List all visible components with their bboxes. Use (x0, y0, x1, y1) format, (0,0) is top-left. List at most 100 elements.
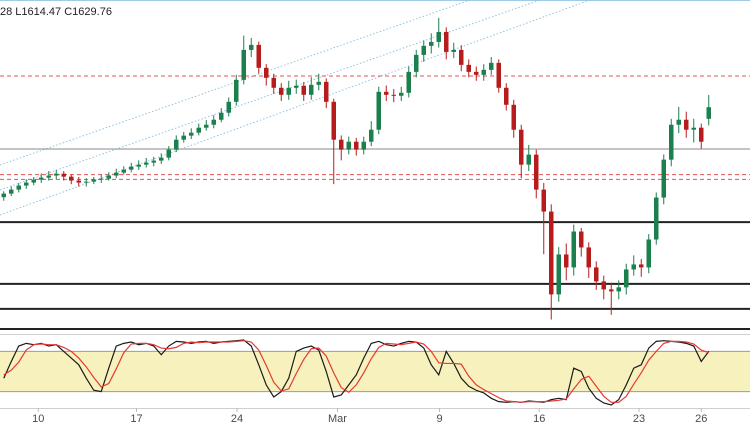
candle-body (121, 169, 126, 173)
candle-body (166, 149, 171, 158)
oscillator-band (0, 351, 750, 392)
candle-body (421, 45, 426, 55)
candle-body (324, 81, 329, 102)
candle-body (129, 166, 134, 170)
candle-body (639, 264, 644, 268)
x-tick-label: 9 (436, 413, 442, 425)
candle-body (579, 231, 584, 248)
candle-body (301, 85, 306, 95)
candle-body (586, 247, 591, 268)
oscillator-line (3, 340, 709, 403)
candle-body (54, 173, 59, 176)
candle-body (616, 287, 621, 292)
candle-body (234, 79, 239, 102)
candle-body (474, 71, 479, 75)
candle-body (151, 160, 156, 163)
candle-body (106, 175, 111, 179)
candle-body (669, 124, 674, 160)
oscillator-pane (0, 339, 750, 406)
candle-body (699, 127, 704, 142)
candle-body (211, 119, 216, 125)
candle-body (16, 185, 21, 190)
candle-body (346, 141, 351, 150)
candle-body (331, 101, 336, 140)
candle-body (504, 87, 509, 105)
candle-body (646, 239, 651, 268)
candle-body (601, 281, 606, 290)
candle-body (339, 139, 344, 150)
candle-body (249, 44, 254, 50)
x-tick-label: 26 (695, 413, 707, 425)
candle-body (76, 180, 81, 183)
candle-body (691, 127, 696, 130)
candle-body (391, 94, 396, 96)
x-tick-label: 17 (130, 413, 142, 425)
candle-body (264, 67, 269, 78)
candle-body (436, 31, 441, 42)
candle-body (144, 162, 149, 165)
candle-body (361, 141, 366, 150)
candle-body (114, 172, 119, 176)
candle-body (451, 49, 456, 52)
candle-body (661, 159, 666, 198)
candle-body (526, 154, 531, 165)
candle-body (444, 31, 449, 52)
candle-body (609, 289, 614, 292)
candle-body (684, 119, 689, 130)
candle-body (309, 84, 314, 95)
candle-body (219, 112, 224, 120)
candle-body (654, 197, 659, 240)
candle-body (406, 71, 411, 93)
channel-line (0, 0, 541, 191)
candle-body (376, 91, 381, 130)
candle-body (84, 181, 89, 183)
candle-body (1, 193, 6, 198)
candle-body (564, 254, 569, 268)
candle-body (384, 91, 389, 95)
candle-body (24, 182, 29, 186)
candle-body (481, 69, 486, 75)
candle-body (399, 92, 404, 96)
candle-body (204, 124, 209, 128)
candle-body (69, 176, 74, 181)
candle-body (31, 179, 36, 183)
candle-body (159, 157, 164, 161)
x-tick-label: 10 (32, 413, 44, 425)
candle-body (61, 173, 66, 177)
candle-body (369, 129, 374, 142)
candle-body (286, 87, 291, 95)
candle-body (549, 211, 554, 295)
candle-body (99, 178, 104, 180)
candle-body (466, 64, 471, 72)
candle-body (181, 135, 186, 140)
candle-body (534, 154, 539, 190)
candle-body (519, 129, 524, 165)
x-tick-label: 24 (231, 413, 243, 425)
candle-body (46, 175, 51, 178)
candle-body (571, 231, 576, 268)
candle-body (189, 132, 194, 136)
candle-body (594, 267, 599, 282)
candle-body (174, 139, 179, 150)
candle-body (556, 254, 561, 295)
candle-body (136, 164, 141, 167)
candle-body (706, 107, 711, 119)
candle-body (39, 177, 44, 180)
x-tick-label: 16 (533, 413, 545, 425)
candle-body (676, 119, 681, 125)
candle-body (241, 49, 246, 80)
oscillator-line (3, 339, 710, 406)
candle-body (631, 264, 636, 270)
candle-body (624, 269, 629, 288)
candle-body (414, 54, 419, 72)
candle-body (9, 189, 14, 194)
candle-body (429, 41, 434, 46)
candle-body (511, 104, 516, 130)
candle-body (541, 189, 546, 212)
candle-body (279, 87, 284, 95)
x-tick-label: 23 (633, 413, 645, 425)
candle-body (489, 62, 494, 70)
candle-body (459, 49, 464, 65)
candle-body (256, 44, 261, 68)
